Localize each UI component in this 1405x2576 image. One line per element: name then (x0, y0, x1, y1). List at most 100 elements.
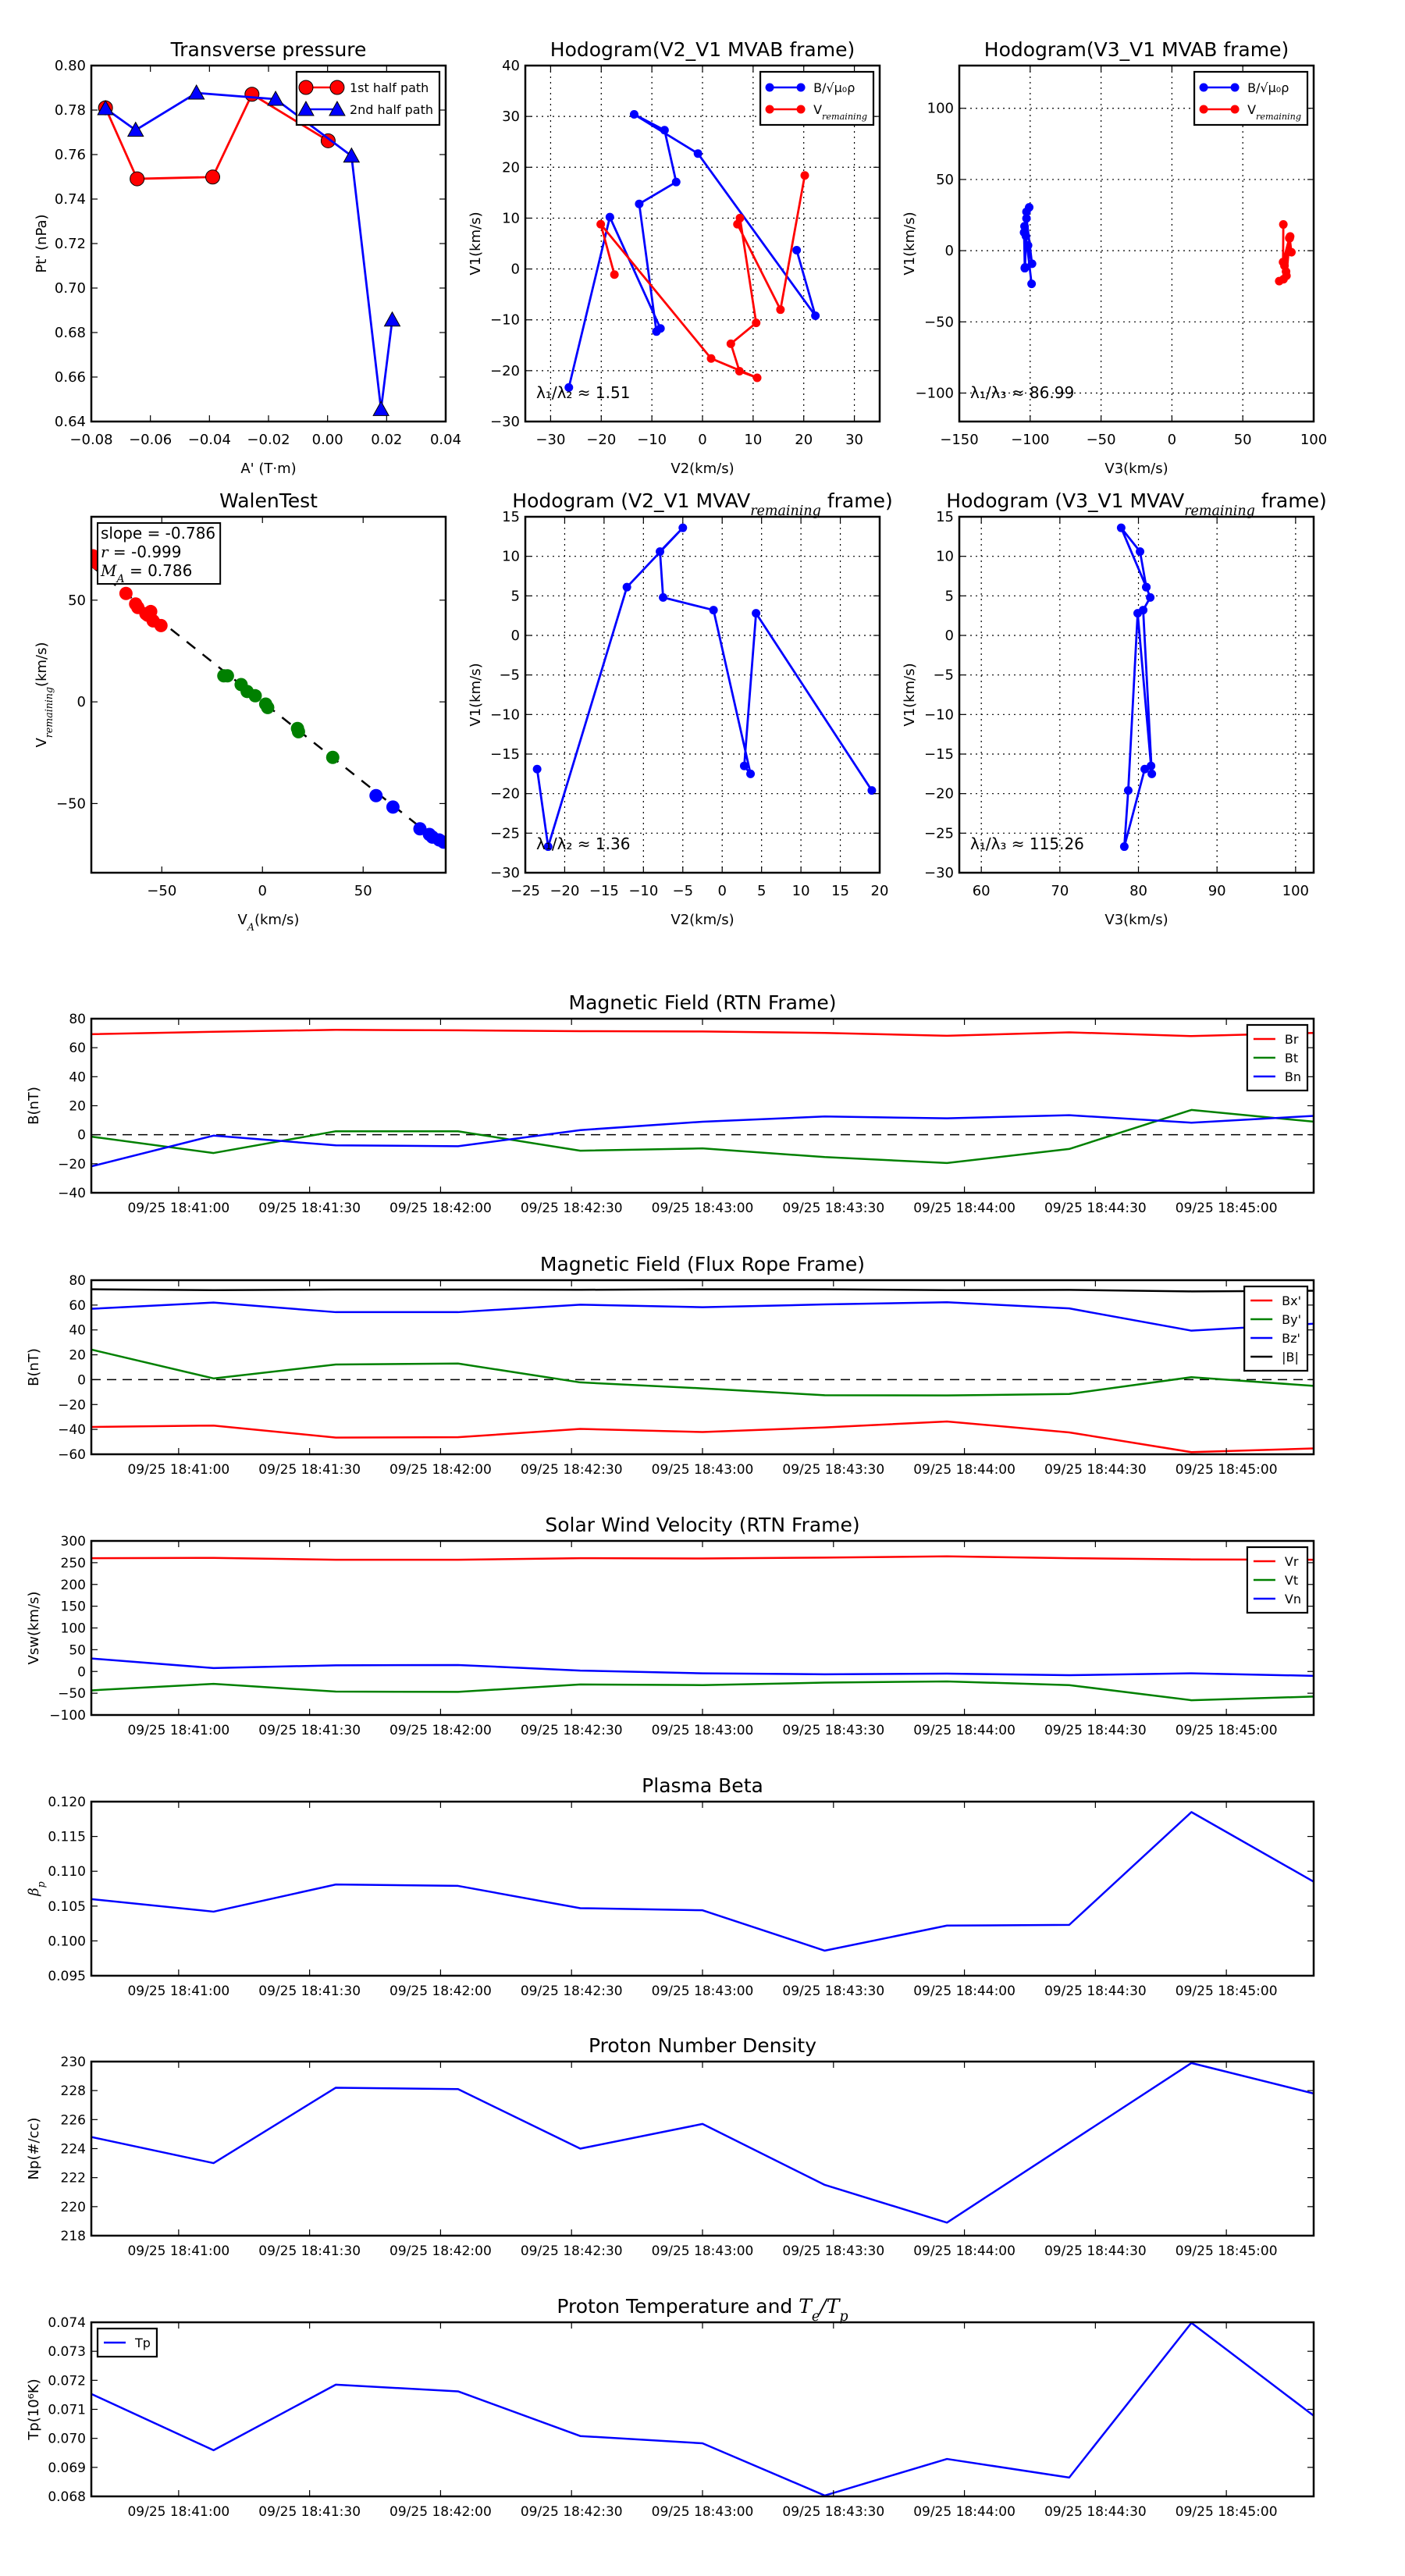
y-tick-label: −15 (924, 746, 954, 763)
data-point (605, 212, 614, 222)
x-tick-label: 09/25 18:45:00 (1176, 1984, 1278, 1999)
x-axis-label: V3(km/s) (1104, 461, 1168, 477)
text-part: V (1247, 102, 1256, 117)
data-point (792, 245, 802, 254)
data-point (1279, 275, 1288, 284)
y-axis-label: B(nT) (26, 1087, 42, 1125)
text-part: Hodogram (V2_V1 MVAV (512, 489, 750, 512)
data-point (811, 311, 820, 321)
x-tick-label: 0.04 (430, 432, 461, 448)
legend-label: Vremaining (1247, 102, 1301, 122)
text-part: = 0.786 (125, 561, 193, 580)
plot-area (91, 549, 446, 849)
chart-hodo-mvab-v3: −150 −100 −50 0 50 100 −100 −50 0 50 100 Hodogram(V… (902, 38, 1327, 477)
data-point (1142, 582, 1151, 592)
x-tick-label: 60 (973, 883, 991, 899)
legend-marker (1199, 83, 1208, 92)
x-tick-label: 09/25 18:45:00 (1176, 2243, 1278, 2259)
legend-label: Bx' (1282, 1293, 1301, 1308)
x-tick-label: −20 (586, 432, 616, 448)
data-point (652, 327, 661, 336)
legend-label: Bz' (1282, 1331, 1300, 1346)
x-tick-label: 09/25 18:43:00 (652, 1984, 754, 1999)
y-tick-label: 20 (69, 1099, 86, 1115)
legend-item: Vr (1253, 1554, 1299, 1569)
x-tick-label: 09/25 18:43:30 (782, 1462, 884, 1478)
x-tick-label: 09/25 18:44:30 (1044, 1984, 1147, 1999)
axes-frame (90, 515, 447, 874)
data-point (187, 84, 205, 100)
textbox-line: r = -0.999 (101, 543, 182, 561)
text-part: frame) (821, 489, 893, 512)
y-tick-label: 0.72 (55, 236, 86, 252)
axes-frame (90, 2321, 1315, 2498)
x-tick-label: 0.00 (312, 432, 343, 448)
y-tick-label: 0.095 (48, 1969, 86, 1984)
text-part: p (839, 2309, 848, 2325)
y-tick-label: −50 (58, 1686, 86, 1702)
data-point (436, 835, 446, 849)
y-tick-label: 80 (69, 1012, 86, 1027)
y-tick-label: −50 (56, 795, 86, 812)
plot-area (91, 2322, 1314, 2496)
data-point (1123, 786, 1133, 795)
x-tick-label: 09/25 18:42:30 (521, 1462, 623, 1478)
x-tick-label: 09/25 18:43:00 (652, 2243, 754, 2259)
series-line-0 (91, 2062, 1314, 2224)
x-tick-label: 09/25 18:44:00 (913, 2243, 1016, 2259)
x-tick-label: 09/25 18:42:00 (389, 1984, 492, 1999)
x-tick-label: −0.02 (247, 432, 290, 448)
legend-frame (295, 70, 441, 126)
legend-item: Vn (1253, 1592, 1301, 1606)
plot-area (91, 1029, 1314, 1168)
chart-title: Hodogram (V2_V1 MVAVremaining frame) (512, 489, 892, 519)
x-tick-label: −50 (147, 883, 176, 899)
series-line-2 (91, 1114, 1314, 1168)
y-tick-label: 60 (69, 1298, 86, 1314)
data-point (1027, 279, 1037, 289)
x-tick-label: 09/25 18:42:00 (389, 1723, 492, 1738)
legend-marker (796, 83, 806, 92)
series-line-1 (599, 175, 806, 379)
chart-title: Plasma Beta (642, 1774, 763, 1797)
x-tick-label: −50 (1087, 432, 1116, 448)
y-axis-label: Vremaining(km/s) (34, 642, 55, 747)
data-point (543, 842, 553, 852)
data-point (1019, 228, 1029, 237)
x-tick-label: −10 (628, 883, 658, 899)
chart-title: Hodogram(V3_V1 MVAB frame) (984, 38, 1289, 61)
x-tick-label: 09/25 18:44:00 (913, 1723, 1016, 1738)
y-tick-label: −20 (58, 1397, 86, 1413)
text-part: / (818, 2295, 828, 2318)
y-tick-label: 40 (69, 1323, 86, 1339)
x-tick-label: 09/25 18:41:00 (127, 1462, 229, 1478)
chart-title: Magnetic Field (Flux Rope Frame) (540, 1253, 865, 1276)
y-tick-label: 0.115 (48, 1830, 86, 1845)
y-tick-label: −30 (490, 414, 520, 430)
eigenvalue-ratio-annotation: λ₁/λ₂ ≈ 1.51 (536, 383, 630, 402)
legend: Tp (96, 2327, 158, 2358)
series-line-0 (567, 113, 817, 388)
x-tick-label: 09/25 18:44:30 (1044, 2504, 1147, 2520)
y-tick-label: −30 (924, 865, 954, 881)
plot-area (1116, 523, 1157, 852)
x-tick-label: 0 (1168, 432, 1176, 448)
axes-frame (958, 515, 1315, 874)
x-tick-label: 10 (744, 432, 762, 448)
y-tick-label: 0.072 (48, 2373, 86, 2389)
data-point (800, 171, 809, 180)
series-line-3 (91, 1288, 1314, 1293)
legend-label: 1st half path (350, 80, 429, 95)
x-tick-label: 09/25 18:41:30 (258, 1462, 361, 1478)
x-tick-label: 09/25 18:44:00 (913, 1984, 1016, 1999)
text-part: p (35, 1881, 47, 1888)
plot-area (91, 2062, 1314, 2224)
text-part: A (115, 573, 124, 585)
data-point (1023, 240, 1033, 250)
y-tick-label: 5 (945, 588, 954, 604)
x-tick-label: 09/25 18:41:30 (258, 2504, 361, 2520)
y-tick-label: −60 (58, 1447, 86, 1463)
y-tick-label: 50 (69, 1642, 86, 1658)
legend-item: |B| (1250, 1350, 1299, 1364)
x-tick-label: 70 (1051, 883, 1069, 899)
